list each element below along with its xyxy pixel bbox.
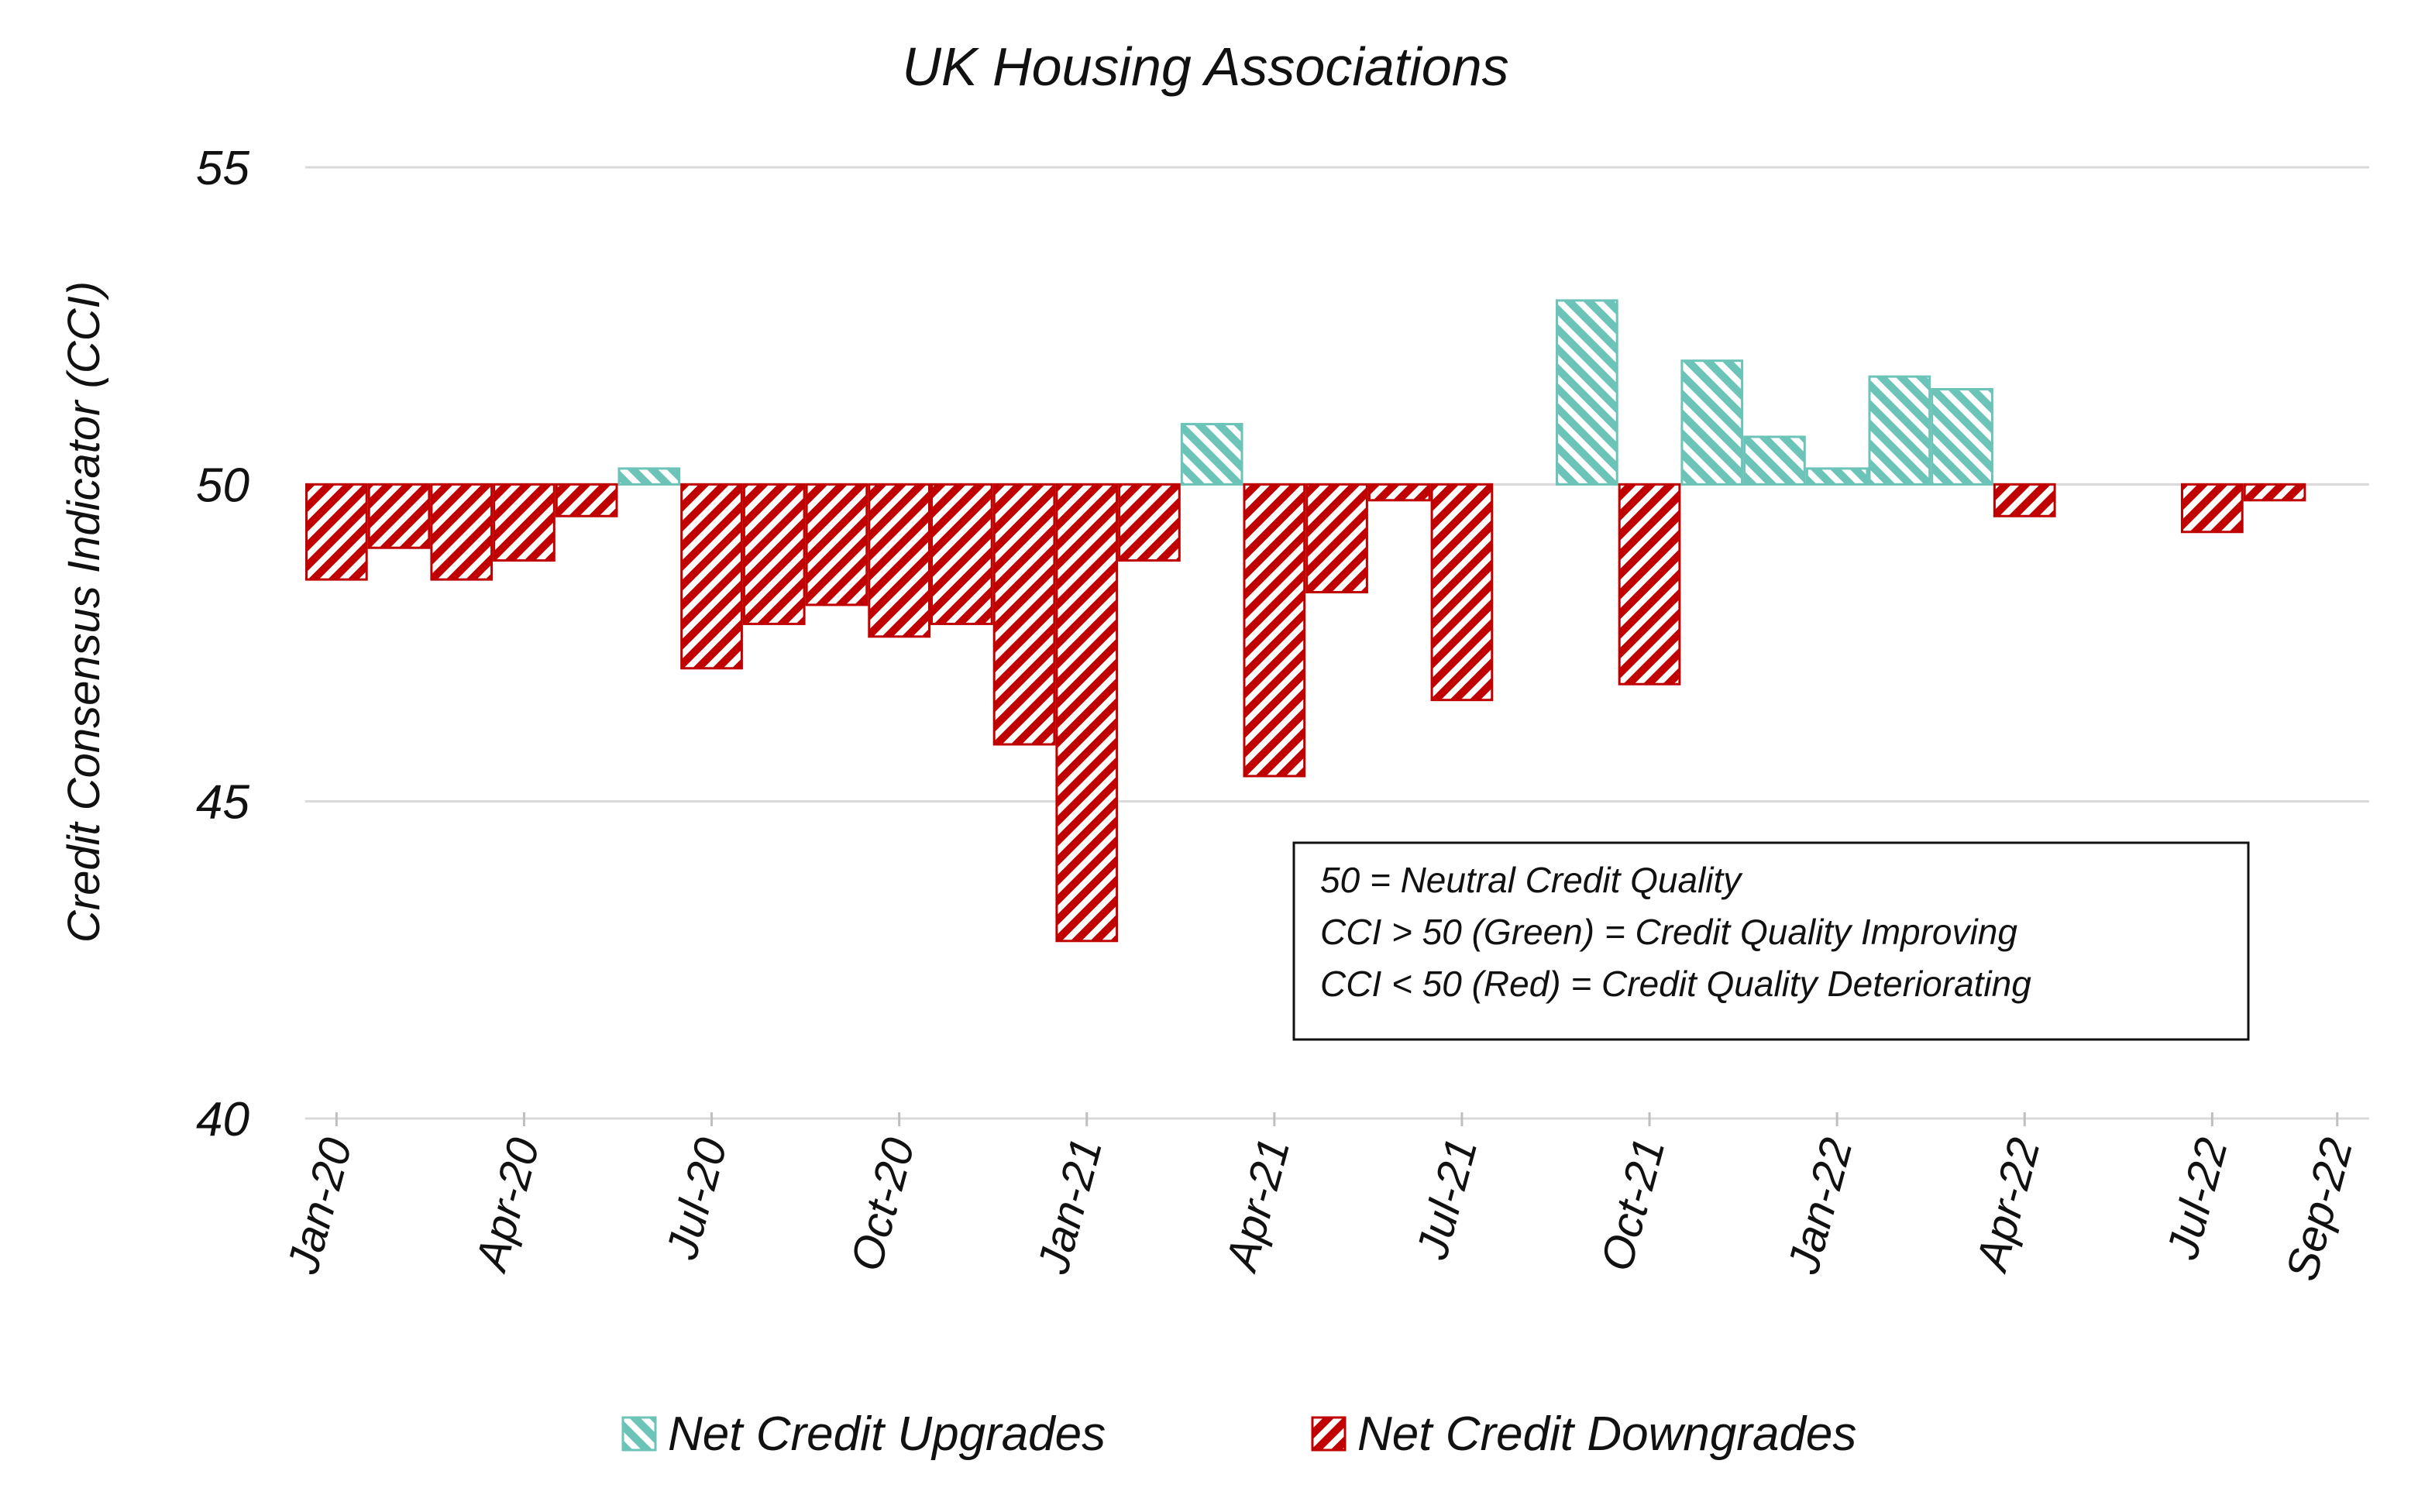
x-tick-label: Apr-20 [466, 1133, 549, 1278]
y-tick-labels: 40 45 50 55 [196, 142, 249, 1146]
bar-upgrade [1743, 435, 1806, 486]
bar-downgrade [1118, 483, 1181, 562]
bar-upgrade [1180, 423, 1243, 486]
bar-upgrade [1868, 375, 1931, 486]
legend-label-upgrades: Net Credit Upgrades [668, 1407, 1106, 1461]
x-axis: Jan-20 Apr-20 Jul-20 Oct-20 Jan-21 Apr-21 Jul-… [277, 1112, 2362, 1286]
bars [305, 299, 2306, 943]
bar-downgrade [1993, 483, 2056, 517]
bar-upgrade [1680, 359, 1744, 486]
x-tick-label: Apr-21 [1216, 1133, 1299, 1278]
chart-title: UK Housing Associations [902, 36, 1508, 97]
annotation-line-deteriorating: CCI < 50 (Red) = Credit Quality Deterior… [1320, 964, 2031, 1004]
y-tick-label: 40 [196, 1093, 249, 1146]
bar-downgrade [493, 483, 555, 562]
x-tick-label: Jul-21 [1407, 1133, 1488, 1265]
bar-downgrade [1367, 483, 1431, 502]
legend-swatch-upgrades [621, 1416, 657, 1452]
bar-downgrade [992, 483, 1056, 746]
legend: Net Credit Upgrades Net Credit Downgrade… [621, 1407, 1856, 1461]
x-tick-label: Sep-22 [2276, 1133, 2362, 1286]
annotation-box: 50 = Neutral Credit Quality CCI > 50 (Gr… [1292, 841, 2250, 1041]
annotation-line-neutral: 50 = Neutral Credit Quality [1320, 860, 1743, 900]
bar-downgrade [1430, 483, 1494, 702]
annotation-line-improving: CCI > 50 (Green) = Credit Quality Improv… [1320, 912, 2017, 952]
bar-downgrade [2181, 483, 2244, 534]
annotation-frame [1292, 841, 2250, 1041]
bar-downgrade [1055, 483, 1119, 943]
y-tick-label: 45 [196, 776, 249, 830]
bar-downgrade [305, 483, 368, 581]
x-tick-label: Apr-22 [1966, 1133, 2049, 1278]
y-tick-label: 50 [196, 459, 249, 512]
legend-swatch-downgrades [1311, 1416, 1347, 1452]
bar-upgrade [617, 467, 681, 486]
bar-downgrade [930, 483, 993, 625]
bar-upgrade [1931, 388, 1993, 486]
x-tick-label: Jan-22 [1778, 1133, 1863, 1280]
bar-downgrade [430, 483, 494, 581]
y-axis-label: Credit Consensus Indicator (CCI) [59, 281, 109, 943]
bar-downgrade [555, 483, 618, 517]
bar-downgrade [1243, 483, 1306, 778]
bar-downgrade [868, 483, 931, 638]
bar-downgrade [2243, 483, 2306, 502]
x-tick-label: Oct-20 [841, 1133, 924, 1277]
bar-downgrade [1305, 483, 1368, 594]
bar-downgrade [680, 483, 743, 670]
x-tick-label: Jul-22 [2157, 1133, 2237, 1265]
x-tick-label: Jan-21 [1027, 1133, 1112, 1280]
x-tick-label: Jul-20 [656, 1133, 737, 1265]
legend-label-downgrades: Net Credit Downgrades [1357, 1407, 1856, 1461]
y-tick-label: 55 [196, 142, 249, 195]
bar-downgrade [742, 483, 806, 625]
x-tick-label: Oct-21 [1591, 1133, 1675, 1277]
x-tick-label: Jan-20 [277, 1133, 362, 1280]
bar-upgrade [1805, 467, 1869, 486]
bar-downgrade [1618, 483, 1681, 686]
bar-upgrade [1556, 299, 1618, 486]
bar-downgrade [367, 483, 431, 549]
bar-downgrade [805, 483, 868, 607]
